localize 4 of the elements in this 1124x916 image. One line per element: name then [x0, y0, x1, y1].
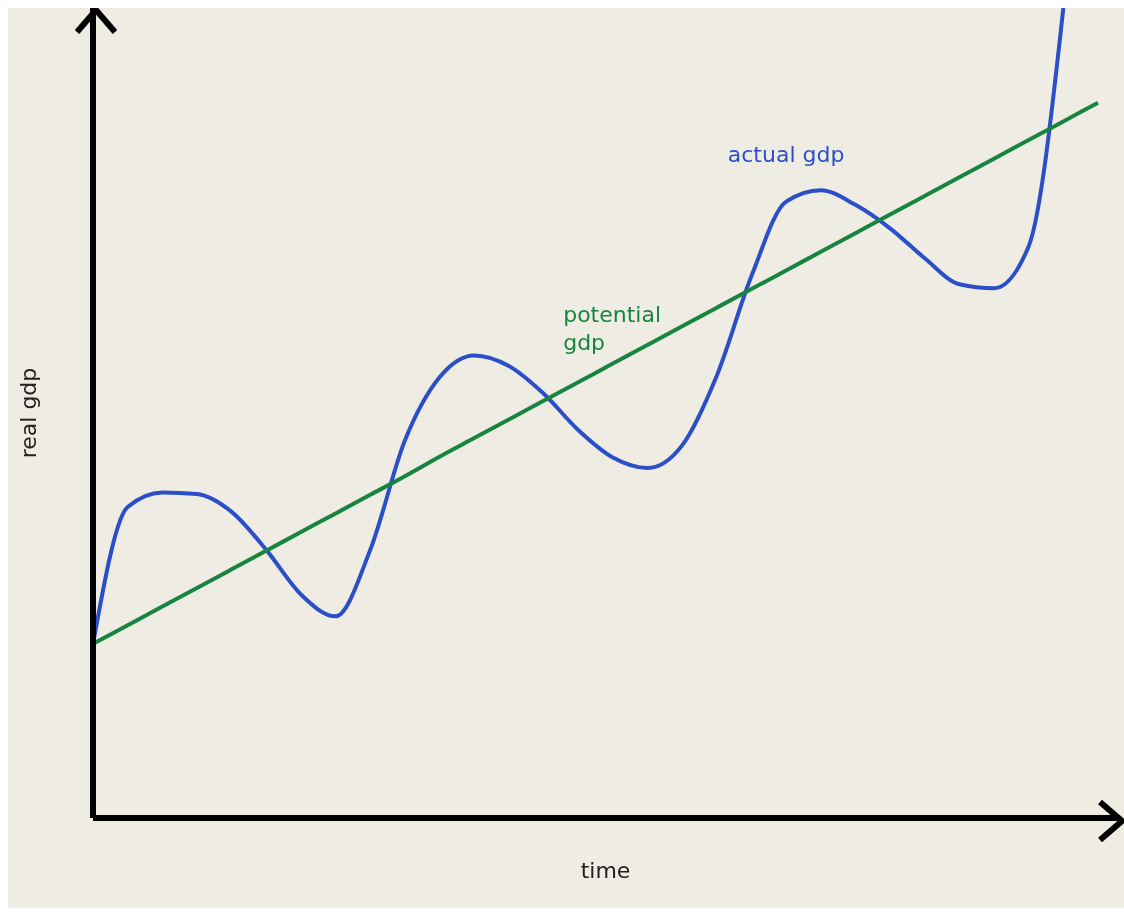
- series-label: potential gdp: [563, 302, 662, 356]
- y-axis-title: real gdp: [15, 367, 41, 459]
- x-axis-title: time: [580, 858, 631, 883]
- series-label: actual gdp: [727, 141, 845, 167]
